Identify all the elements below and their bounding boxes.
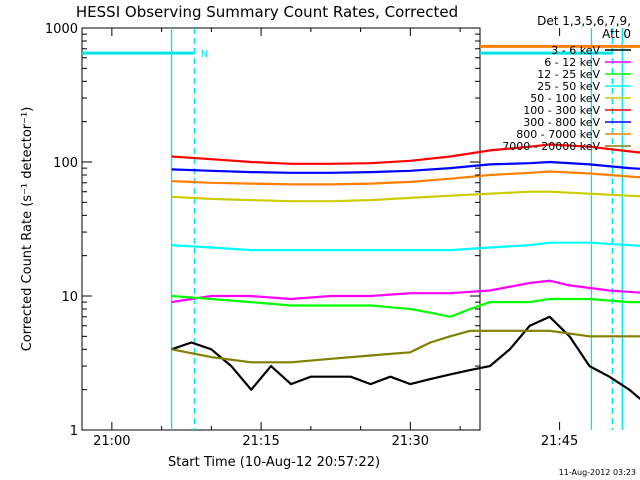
- x-tick-label: 21:00: [93, 434, 130, 449]
- legend-header-attenuator: Att 0: [602, 27, 631, 41]
- series-line: [171, 143, 640, 165]
- legend-header-detectors: Det 1,3,5,6,7,9,: [537, 14, 631, 28]
- series-line: [171, 241, 640, 252]
- legend-entry-label: 25 - 50 keV: [537, 80, 600, 93]
- axes: 21:0021:1521:3021:4522:0022:1522:3011010…: [45, 22, 578, 449]
- series-line: [171, 160, 640, 174]
- legend-entry-label: 3 - 6 keV: [551, 44, 600, 57]
- series-line: [171, 170, 640, 186]
- series-line: [171, 294, 640, 318]
- series-line: [171, 329, 640, 364]
- legend-entry-label: 800 - 7000 keV: [516, 128, 600, 141]
- series-line: [171, 190, 640, 203]
- x-axis-label: Start Time (10-Aug-12 20:57:22): [168, 455, 380, 470]
- series-line: [171, 279, 640, 304]
- y-tick-label: 10: [61, 290, 78, 305]
- legend-entry-label: 300 - 800 keV: [523, 116, 600, 129]
- series-line: [171, 315, 640, 401]
- y-tick-label: 1000: [45, 22, 78, 37]
- legend-entry-label: 50 - 100 keV: [530, 92, 600, 105]
- plot-frame: [81, 27, 481, 431]
- vertical-markers: [170, 28, 623, 430]
- legend-entry-label: 6 - 12 keV: [544, 56, 600, 69]
- plot-border: [81, 27, 481, 431]
- attenuator-flags: NS: [82, 44, 640, 60]
- legend-entry-label: 7000 - 20000 keV: [502, 140, 600, 153]
- chart-title: HESSI Observing Summary Count Rates, Cor…: [76, 3, 458, 21]
- x-tick-label: 21:15: [242, 434, 279, 449]
- legend-entry-label: 12 - 25 keV: [537, 68, 600, 81]
- y-tick-label: 100: [53, 156, 78, 171]
- legend-entry-label: 100 - 300 keV: [523, 104, 600, 117]
- y-tick-label: 1: [70, 424, 78, 439]
- generated-timestamp: 11-Aug-2012 03:23: [559, 468, 636, 477]
- flag-label: N: [201, 49, 208, 60]
- x-tick-label: 21:45: [541, 434, 578, 449]
- y-axis-label: Corrected Count Rate (s⁻¹ detector⁻¹): [20, 107, 35, 352]
- x-tick-label: 21:30: [392, 434, 429, 449]
- series-lines: [171, 143, 640, 401]
